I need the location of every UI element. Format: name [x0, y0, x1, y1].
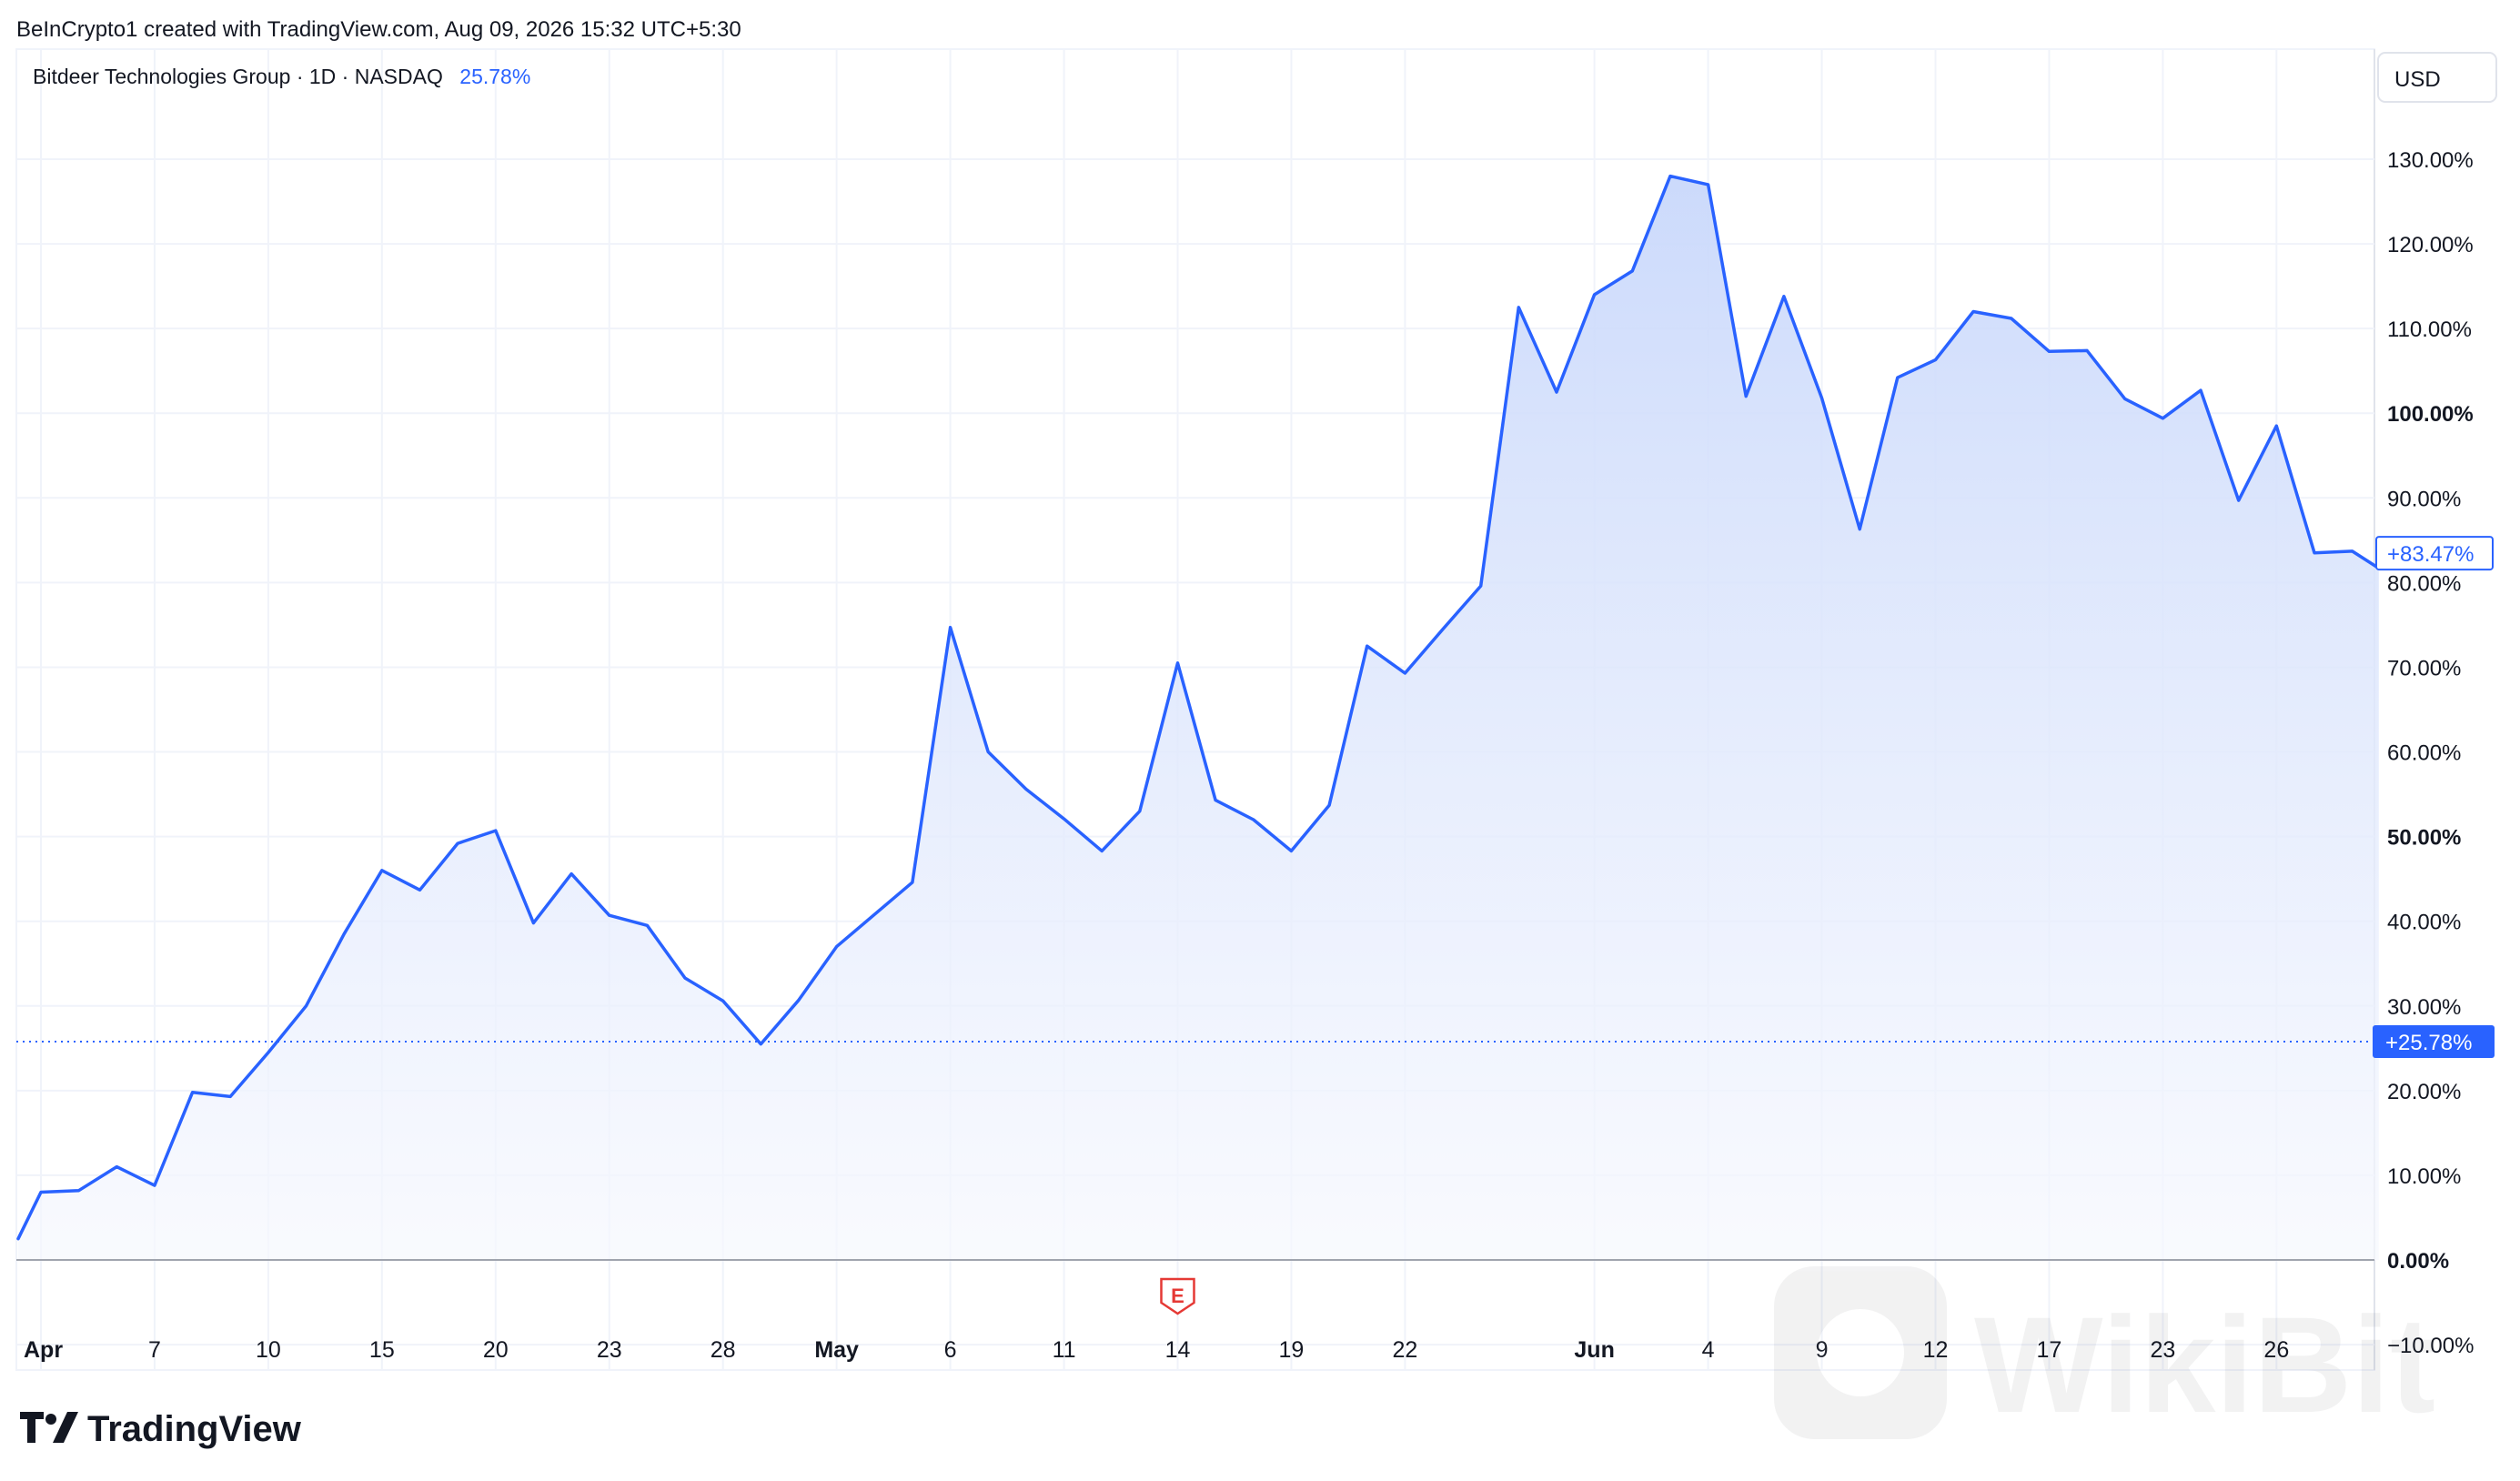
x-tick-label: 11 [1053, 1337, 1076, 1363]
x-tick-label: 20 [483, 1337, 509, 1363]
time-axis[interactable]: Apr 7 10 15 20 23 28 May 6 11 14 19 22 Jun 4 9 12 17 23 26 [24, 1337, 2289, 1363]
y-tick-label: 10.00% [2387, 1164, 2461, 1189]
y-tick-label: 110.00% [2387, 317, 2472, 342]
tradingview-logo[interactable]: TradingView [20, 1409, 302, 1449]
x-tick-label: 7 [148, 1337, 161, 1363]
attribution-text: BeInCrypto1 created with TradingView.com… [16, 17, 741, 42]
x-tick-label: 23 [597, 1337, 622, 1363]
y-tick-label: 50.00% [2387, 826, 2461, 851]
y-tick-label: 70.00% [2387, 657, 2461, 681]
series-line-layer[interactable] [15, 174, 2382, 1242]
legend-value: 25.78% [459, 65, 530, 88]
series-line[interactable] [16, 174, 2381, 1241]
x-tick-label: 10 [256, 1337, 281, 1363]
y-tick-label: 0.00% [2387, 1249, 2449, 1274]
x-tick-label: 17 [2037, 1337, 2062, 1363]
x-tick-label: 23 [2150, 1337, 2175, 1363]
x-tick-label: 12 [1923, 1337, 1949, 1363]
last-value-tag: +83.47% [2375, 536, 2494, 571]
legend-symbol: Bitdeer Technologies Group · 1D · NASDAQ [33, 65, 443, 88]
series-area [18, 176, 2379, 1261]
x-tick-label: Apr [24, 1337, 63, 1363]
y-tick-label: 60.00% [2387, 741, 2461, 766]
y-tick-label: 40.00% [2387, 911, 2461, 935]
y-tick-label: 100.00% [2387, 402, 2474, 427]
last-value-label: +83.47% [2387, 542, 2474, 567]
y-tick-label: 20.00% [2387, 1080, 2461, 1104]
y-tick-label: 30.00% [2387, 995, 2461, 1020]
x-tick-label: 15 [369, 1337, 395, 1363]
baseline-value-tag: +25.78% [2373, 1025, 2495, 1058]
price-axis[interactable]: 130.00% 120.00% 110.00% 100.00% 90.00% 80.00%… [2387, 148, 2474, 1358]
x-tick-label: 9 [1816, 1337, 1829, 1363]
x-tick-label: 28 [711, 1337, 736, 1363]
x-tick-label: 19 [1279, 1337, 1305, 1363]
x-tick-label: Jun [1574, 1337, 1614, 1363]
y-tick-label: −10.00% [2387, 1334, 2474, 1358]
baseline-value-label: +25.78% [2385, 1031, 2472, 1055]
y-tick-label: 120.00% [2387, 233, 2474, 257]
event-label: E [1171, 1285, 1184, 1307]
watermark-text: WikiBit [1974, 1288, 2435, 1441]
area-fill-layer [18, 176, 2379, 1261]
wikibit-watermark: WikiBit [1774, 1266, 2435, 1441]
x-tick-label: 14 [1165, 1337, 1191, 1363]
x-tick-label: 6 [944, 1337, 957, 1363]
baseline-layer [16, 1041, 2374, 1261]
currency-button[interactable]: USD [2377, 52, 2497, 103]
x-tick-label: 22 [1392, 1337, 1417, 1363]
y-tick-label: 130.00% [2387, 148, 2474, 173]
x-tick-label: May [814, 1337, 859, 1363]
tradingview-logo-icon [20, 1412, 78, 1443]
currency-label: USD [2394, 67, 2441, 92]
tradingview-logo-text: TradingView [87, 1409, 302, 1449]
y-tick-label: 80.00% [2387, 571, 2461, 596]
y-tick-label: 90.00% [2387, 487, 2461, 511]
x-tick-label: 4 [1702, 1337, 1715, 1363]
x-tick-label: 26 [2263, 1337, 2289, 1363]
earnings-event-icon[interactable]: E [1160, 1277, 1195, 1315]
legend: Bitdeer Technologies Group · 1D · NASDAQ… [33, 65, 530, 88]
